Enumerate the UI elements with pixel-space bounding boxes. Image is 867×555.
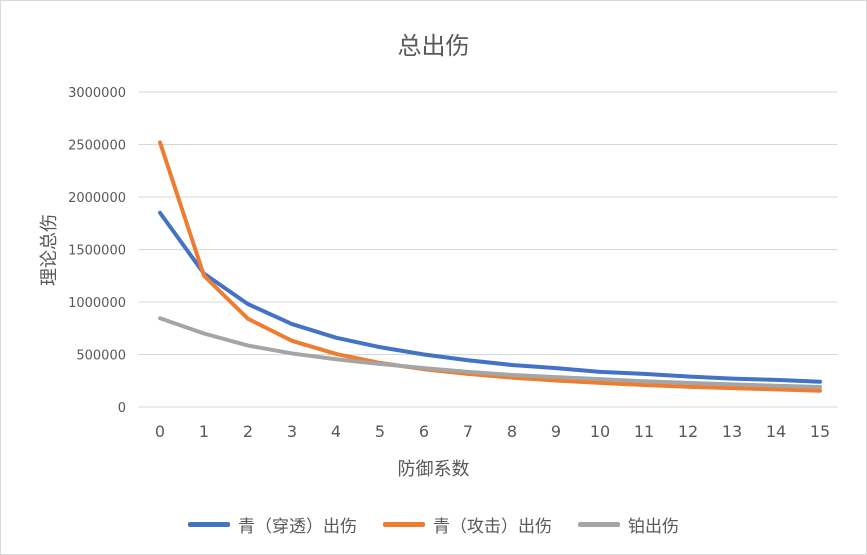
chart-title: 总出伤: [397, 32, 470, 60]
x-tick-label: 7: [463, 422, 473, 441]
legend-item-1: 青（穿透）出伤: [188, 512, 357, 537]
x-tick-label: 8: [507, 422, 517, 441]
series-line-2: [158, 140, 822, 393]
y-tick-label: 0: [118, 401, 126, 416]
x-axis-label: 防御系数: [397, 459, 470, 480]
legend-item-3: 铂出伤: [578, 512, 679, 537]
x-tick-label: 10: [590, 422, 610, 441]
legend-swatch: [578, 522, 620, 527]
legend-item-2: 青（攻击）出伤: [383, 512, 552, 537]
y-tick-labels: 0 500000 1000000 1500000 2000000 2500000 30000…: [68, 86, 126, 416]
x-tick-label: 0: [155, 422, 165, 441]
x-tick-label: 12: [678, 422, 698, 441]
y-tick-label: 1000000: [68, 296, 126, 311]
legend: 青（穿透）出伤 青（攻击）出伤 铂出伤: [0, 512, 867, 537]
gridlines: [138, 91, 838, 408]
x-tick-label: 6: [419, 422, 429, 441]
y-tick-label: 500000: [76, 349, 126, 364]
x-tick-label: 2: [243, 422, 253, 441]
x-tick-labels: 0 1 2 3 4 5 6 7 8 9 10 11 12 13 14 15: [155, 422, 830, 441]
legend-label: 铂出伤: [628, 517, 679, 537]
x-tick-label: 4: [331, 422, 341, 441]
series-line-1: [158, 210, 822, 384]
legend-swatch: [383, 522, 425, 527]
y-tick-label: 1500000: [68, 244, 126, 259]
x-tick-label: 15: [810, 422, 830, 441]
legend-swatch: [188, 522, 230, 527]
x-tick-label: 3: [287, 422, 297, 441]
x-tick-label: 1: [199, 422, 209, 441]
x-tick-label: 11: [634, 422, 654, 441]
y-tick-label: 3000000: [68, 86, 126, 101]
series-lines: [158, 140, 822, 393]
series-line-3: [158, 316, 822, 390]
x-tick-label: 9: [551, 422, 561, 441]
x-tick-label: 14: [766, 422, 786, 441]
y-tick-label: 2000000: [68, 191, 126, 206]
y-tick-label: 2500000: [68, 139, 126, 154]
legend-label: 青（攻击）出伤: [433, 517, 552, 537]
x-tick-label: 13: [722, 422, 742, 441]
x-tick-label: 5: [375, 422, 385, 441]
legend-label: 青（穿透）出伤: [238, 517, 357, 537]
